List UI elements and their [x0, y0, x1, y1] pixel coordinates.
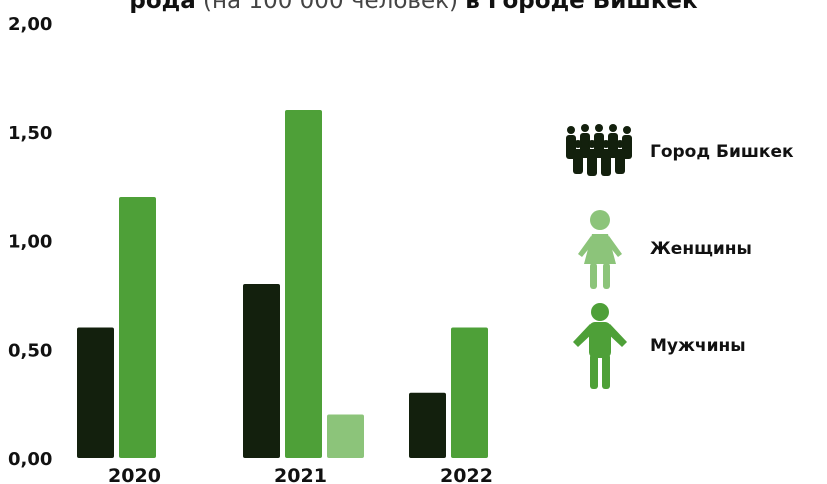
y-tick-label: 0,50 — [8, 340, 52, 361]
man-icon — [560, 302, 640, 390]
bar-men-2022 — [451, 327, 488, 458]
legend-item-city: Город Бишкек — [560, 122, 794, 182]
legend-label-men: Мужчины — [650, 336, 746, 356]
y-tick-label: 2,00 — [8, 14, 52, 35]
crowd-icon — [560, 122, 640, 182]
bar-city-2021 — [243, 284, 280, 458]
chart-title: рода (на 100 000 человек) в Городе Бишке… — [0, 0, 827, 14]
x-tick-label-2022: 2022 — [440, 465, 493, 484]
woman-icon — [560, 208, 640, 290]
legend-label-city: Город Бишкек — [650, 142, 794, 162]
legend-label-women: Женщины — [650, 239, 752, 259]
bar-city-2020 — [77, 327, 114, 458]
bar-city-2022 — [409, 392, 446, 458]
bar-men-2020 — [119, 197, 156, 458]
x-tick-label-2021: 2021 — [274, 465, 327, 484]
legend-item-women: Женщины — [560, 208, 752, 290]
y-tick-label: 0,00 — [8, 449, 52, 470]
chart-title-part2: (на 100 000 человек) — [203, 0, 458, 14]
chart-title-part1: рода — [129, 0, 196, 14]
bar-men-2021 — [285, 110, 322, 458]
y-tick-label: 1,00 — [8, 232, 52, 253]
bar-women-2021 — [327, 414, 364, 458]
chart-title-part3: в Городе Бишкек — [465, 0, 698, 14]
x-tick-label-2020: 2020 — [108, 465, 161, 484]
y-tick-label: 1,50 — [8, 123, 52, 144]
legend-item-men: Мужчины — [560, 302, 746, 390]
